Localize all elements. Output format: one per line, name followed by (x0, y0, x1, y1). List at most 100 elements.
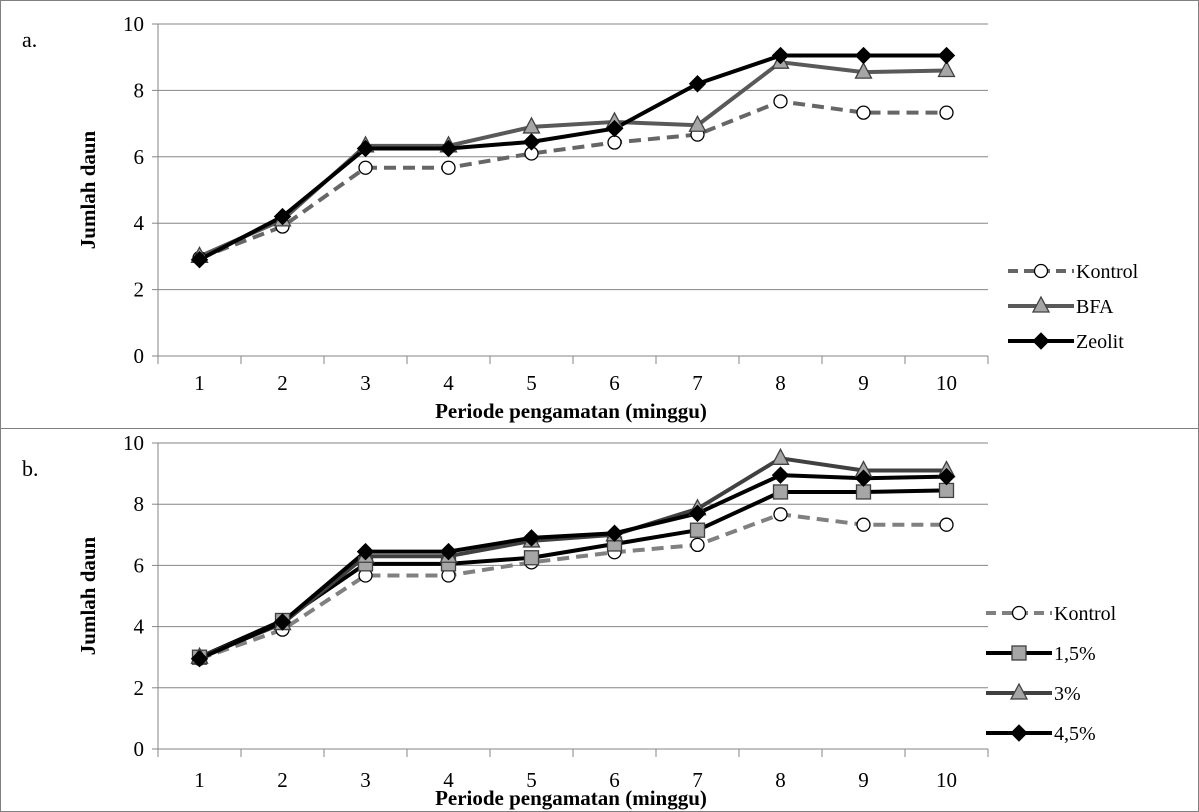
data-point (356, 542, 375, 561)
data-point (690, 537, 705, 553)
y-tick-label: 0 (134, 737, 145, 761)
series-line (198, 99, 947, 260)
legend-marker (1010, 724, 1028, 742)
x-tick-label: 7 (692, 371, 703, 395)
data-point (441, 160, 456, 175)
x-tick-label: 6 (609, 768, 620, 792)
data-point (854, 46, 873, 65)
data-point (938, 482, 955, 499)
data-point (855, 484, 872, 500)
data-point (937, 46, 956, 65)
data-point (856, 105, 871, 120)
x-tick-label: 10 (936, 371, 957, 395)
gridlines-b (158, 442, 988, 689)
y-tick-labels-a: 0 2 4 6 8 10 (123, 12, 145, 368)
y-axis-title-b: Jumlah daun (76, 536, 100, 655)
x-tick-label: 6 (609, 371, 620, 395)
x-axis-title-b: Periode pengamatan (minggu) (435, 786, 707, 810)
x-axis-title-a: Periode pengamatan (minggu) (435, 399, 707, 423)
data-point (605, 524, 624, 542)
y-tick-label: 6 (134, 145, 145, 169)
axes-b (152, 442, 989, 757)
y-tick-label: 4 (134, 615, 145, 639)
x-tick-label: 3 (360, 371, 371, 395)
x-tick-labels-b: 1 2 3 4 5 6 7 8 9 10 (194, 768, 957, 792)
data-point (772, 484, 789, 500)
y-tick-label: 2 (134, 676, 145, 700)
data-point (854, 469, 873, 487)
axes-a (152, 23, 989, 364)
x-tick-labels-a: 1 2 3 4 5 6 7 8 9 10 (194, 371, 957, 395)
data-point (273, 207, 292, 226)
data-point (439, 542, 458, 561)
data-point (939, 517, 954, 532)
x-tick-label: 1 (194, 371, 205, 395)
panel-label-a: a. (22, 27, 37, 52)
legend-label: Kontrol (1054, 603, 1117, 625)
data-point (773, 94, 788, 109)
x-tick-label: 3 (360, 768, 371, 792)
data-point (939, 105, 954, 120)
y-tick-label: 10 (123, 12, 144, 36)
data-point (358, 160, 373, 175)
legend-marker (1011, 605, 1027, 621)
data-point (190, 650, 209, 668)
data-point (771, 447, 790, 465)
legend-label: 4,5% (1054, 723, 1096, 745)
gridlines-a (158, 23, 988, 291)
data-point (937, 60, 956, 78)
y-tick-labels-b: 0 2 4 6 8 10 (123, 431, 145, 761)
data-point (605, 119, 624, 138)
legend-marker (1033, 263, 1049, 279)
data-point (854, 61, 873, 79)
data-point (190, 251, 209, 269)
x-tick-label: 9 (858, 371, 869, 395)
x-tick-label: 8 (775, 371, 786, 395)
y-axis-title-a: Jumlah daun (76, 130, 100, 249)
x-tick-label: 9 (858, 768, 869, 792)
series-line (198, 512, 947, 661)
legend-a: Kontrol BFA Zeolit (1008, 261, 1139, 353)
y-tick-label: 2 (134, 278, 145, 302)
data-point (522, 529, 541, 547)
legend-marker (1011, 645, 1027, 661)
legend-b: Kontrol 1,5% 3% 4,5% (986, 603, 1117, 745)
x-tick-label: 4 (443, 768, 454, 792)
data-point (688, 114, 707, 132)
series-line (198, 488, 947, 660)
legend-label: Kontrol (1076, 261, 1139, 283)
legend-label: Zeolit (1076, 331, 1124, 353)
x-tick-label: 7 (692, 768, 703, 792)
x-tick-label: 5 (526, 371, 537, 395)
legend-marker (1032, 332, 1050, 350)
y-tick-label: 8 (134, 78, 145, 102)
series-line (198, 456, 947, 660)
data-point (688, 504, 707, 523)
data-point (773, 507, 788, 522)
x-tick-label: 4 (443, 371, 454, 395)
y-tick-label: 8 (134, 492, 145, 516)
series-line (198, 473, 947, 661)
series-group-a (190, 46, 956, 269)
x-tick-label: 2 (277, 371, 288, 395)
x-tick-label: 10 (936, 768, 957, 792)
data-point (273, 613, 292, 631)
data-point (689, 522, 706, 538)
y-tick-label: 6 (134, 553, 145, 577)
data-point (688, 75, 707, 93)
x-tick-label: 8 (775, 768, 786, 792)
panel-label-b: b. (22, 456, 39, 481)
data-point (937, 467, 956, 486)
series-line (198, 53, 947, 262)
x-tick-label: 1 (194, 768, 205, 792)
data-point (522, 116, 541, 134)
data-point (771, 466, 790, 484)
x-tick-label: 5 (526, 768, 537, 792)
y-tick-label: 10 (123, 431, 144, 455)
data-point (356, 139, 375, 158)
series-group-b (190, 447, 956, 668)
x-tick-label: 2 (277, 768, 288, 792)
